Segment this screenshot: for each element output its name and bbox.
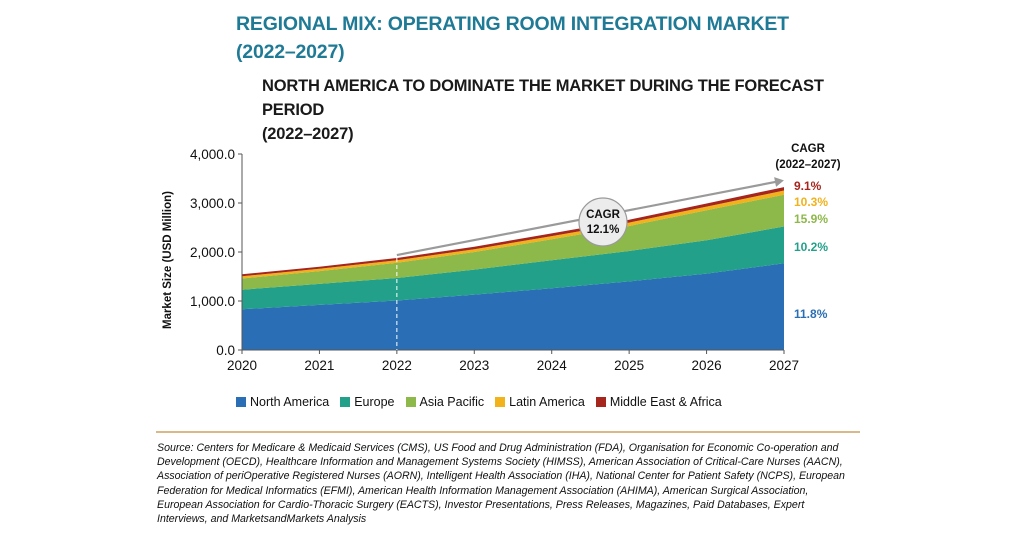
legend-item-3: Latin America xyxy=(495,395,585,409)
source-note: Source: Centers for Medicare & Medicaid … xyxy=(157,442,845,526)
area-series-1 xyxy=(242,226,784,310)
legend-swatch xyxy=(340,397,351,407)
chart-title-line2: (2022–2027) xyxy=(236,41,345,63)
legend-label: Asia Pacific xyxy=(419,395,485,409)
y-tick-label: 2,000.0 xyxy=(190,245,235,260)
legend-item-4: Middle East & Africa xyxy=(595,395,722,409)
area-series-0 xyxy=(242,263,784,350)
legend-swatch xyxy=(595,397,606,407)
cagr-overall-label: CAGR xyxy=(586,209,621,221)
y-axis-label: Market Size (USD Million) xyxy=(162,191,174,329)
cagr-label-series-3: 10.3% xyxy=(794,195,828,209)
cagr-label-series-0: 11.8% xyxy=(794,307,828,321)
y-tick-label: 1,000.0 xyxy=(190,294,235,309)
chart-subtitle-line2: (2022–2027) xyxy=(262,125,354,143)
chart-title: REGIONAL MIX: OPERATING ROOM INTEGRATION… xyxy=(236,10,876,66)
x-tick-label: 2024 xyxy=(537,358,568,373)
legend-swatch xyxy=(405,397,416,407)
x-tick-label: 2023 xyxy=(459,358,489,373)
legend-item-0: North America xyxy=(236,395,329,409)
x-tick-label: 2021 xyxy=(304,358,334,373)
chart-subtitle-line1: NORTH AMERICA TO DOMINATE THE MARKET DUR… xyxy=(262,77,824,119)
x-tick-label: 2025 xyxy=(614,358,644,373)
area-series-2 xyxy=(242,194,784,290)
chart-subtitle: NORTH AMERICA TO DOMINATE THE MARKET DUR… xyxy=(262,74,882,146)
y-tick-label: 3,000.0 xyxy=(190,196,235,211)
cagr-label-series-1: 10.2% xyxy=(794,240,828,254)
legend-label: North America xyxy=(250,395,330,409)
cagr-overall-value: 12.1% xyxy=(587,224,620,236)
y-tick-label: 4,000.0 xyxy=(190,147,235,162)
x-tick-label: 2026 xyxy=(692,358,722,373)
legend-label: Middle East & Africa xyxy=(609,395,722,409)
chart-legend: North America Europe Asia Pacific Latin Ame… xyxy=(236,393,733,411)
legend-swatch xyxy=(236,397,246,407)
x-tick-label: 2020 xyxy=(227,358,257,373)
legend-label: Europe xyxy=(354,395,395,409)
legend-item-2: Asia Pacific xyxy=(405,395,485,409)
cagr-label-series-2: 15.9% xyxy=(794,212,828,226)
chart-title-line1: REGIONAL MIX: OPERATING ROOM INTEGRATION… xyxy=(236,13,789,35)
cagr-overall-bubble xyxy=(578,197,628,247)
x-tick-label: 2022 xyxy=(382,358,412,373)
cagr-header-line2: (2022–2027) xyxy=(775,159,840,171)
y-tick-label: 0.0 xyxy=(216,343,235,358)
legend-swatch xyxy=(495,397,506,407)
legend-item-1: Europe xyxy=(340,395,395,409)
cagr-header-line1: CAGR xyxy=(791,143,826,155)
growth-arrow-head xyxy=(774,177,784,187)
x-tick-label: 2027 xyxy=(769,358,799,373)
source-divider xyxy=(156,431,860,433)
legend-label: Latin America xyxy=(509,395,585,409)
cagr-label-series-4: 9.1% xyxy=(794,179,822,193)
